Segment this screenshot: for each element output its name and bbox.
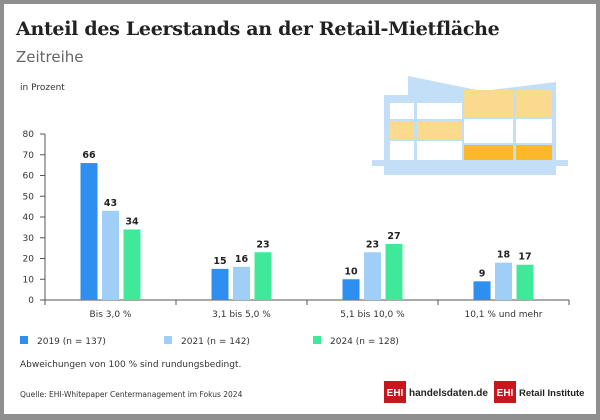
source-note: Quelle: EHI-Whitepaper Centermanagement … (20, 390, 243, 399)
svg-text:Retail Institute: Retail Institute (519, 388, 584, 399)
bar-2024-0 (123, 229, 141, 300)
svg-text:handelsdaten.de: handelsdaten.de (409, 388, 488, 399)
x-tick-label: 10,1 % und mehr (464, 310, 542, 320)
y-tick-label: 70 (23, 151, 35, 161)
y-axis-label: in Prozent (20, 83, 65, 93)
svg-text:EHI: EHI (387, 388, 404, 399)
bar-2021-1 (233, 266, 250, 300)
x-tick-label: 3,1 bis 5,0 % (212, 310, 271, 320)
logo-retail-institute: EHI Retail Institute (494, 381, 584, 403)
building-illustration (372, 76, 568, 175)
legend-entry: 2021 (n = 142) (181, 337, 250, 347)
y-tick-label: 20 (23, 255, 35, 265)
bar-2024-3 (516, 264, 534, 300)
data-label: 18 (497, 250, 511, 261)
bar-2021-3 (495, 262, 512, 300)
data-label: 16 (235, 254, 249, 265)
y-tick-label: 80 (23, 130, 35, 140)
data-label: 23 (366, 239, 379, 250)
bar-2021-0 (102, 210, 119, 300)
data-label: 9 (479, 268, 486, 279)
y-tick-label: 0 (28, 296, 34, 306)
data-label: 27 (387, 231, 400, 242)
data-label: 10 (344, 266, 358, 277)
data-label: 34 (125, 216, 139, 227)
bar-2019-3 (473, 281, 491, 300)
legend-entry: 2019 (n = 137) (37, 337, 106, 347)
x-tick-label: 5,1 bis 10,0 % (340, 310, 405, 320)
bar-2021-2 (364, 252, 381, 300)
y-tick-label: 10 (23, 275, 35, 285)
legend-swatch (164, 336, 172, 344)
legend-swatch (20, 336, 28, 344)
chart-subtitle: Zeitreihe (16, 48, 84, 66)
bar-2019-1 (211, 268, 229, 300)
data-label: 15 (213, 256, 226, 267)
legend-swatch (313, 336, 321, 344)
bar-2019-0 (80, 163, 98, 300)
bar-2019-2 (342, 279, 360, 300)
svg-text:EHI: EHI (497, 388, 514, 399)
y-tick-label: 30 (23, 234, 35, 244)
data-label: 17 (518, 252, 531, 263)
data-label: 23 (256, 239, 269, 250)
chart-frame (4, 4, 596, 414)
y-tick-label: 60 (23, 172, 35, 182)
data-label: 66 (82, 150, 96, 161)
chart-title: Anteil des Leerstands an der Retail-Miet… (16, 18, 500, 40)
y-tick-label: 50 (23, 192, 35, 202)
logo-handelsdaten: EHI handelsdaten.de (384, 381, 488, 403)
rounding-note: Abweichungen von 100 % sind rundungsbedi… (20, 360, 241, 370)
bar-2024-1 (254, 252, 272, 300)
data-label: 43 (104, 198, 117, 209)
bar-2024-2 (385, 243, 403, 300)
legend-entry: 2024 (n = 128) (330, 337, 399, 347)
y-tick-label: 40 (23, 213, 35, 223)
x-tick-label: Bis 3,0 % (90, 310, 132, 320)
